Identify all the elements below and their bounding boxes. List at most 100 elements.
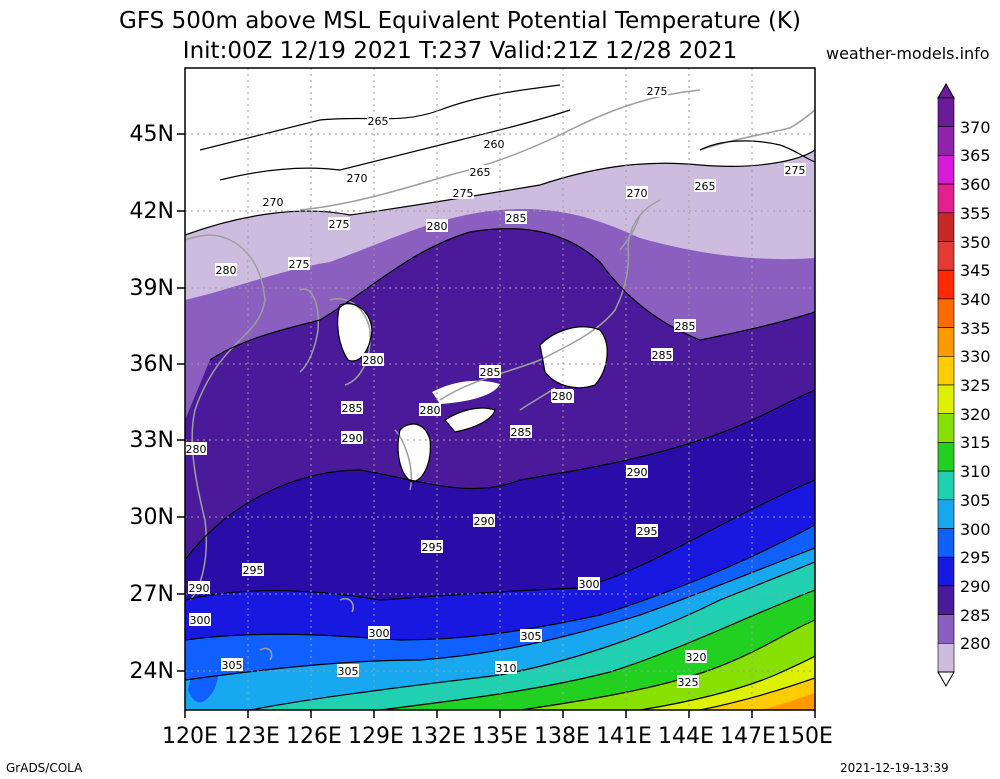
contour-label: 295: [637, 525, 658, 538]
colorbar-label: 315: [960, 433, 991, 453]
contour-label: 295: [422, 541, 443, 554]
contour-label: 280: [420, 404, 441, 417]
contour-label: 265: [695, 180, 716, 193]
lon-label: 132E: [410, 724, 466, 749]
colorbar-swatch: [937, 642, 955, 673]
colorbar-top-arrow: [937, 82, 955, 99]
honshu-light: [432, 380, 500, 404]
contour-label: 285: [506, 212, 527, 225]
colorbar-swatch: [937, 528, 955, 558]
footer-left: GrADS/COLA: [6, 761, 83, 775]
contour-label: 265: [470, 166, 491, 179]
contour-label: 310: [496, 662, 517, 675]
contour-label: 320: [686, 651, 707, 664]
contour-label: 290: [474, 515, 495, 528]
contour-label: 295: [243, 564, 264, 577]
contour-label: 270: [347, 172, 368, 185]
contour-label-bg: [520, 629, 542, 642]
lon-label: 141E: [596, 724, 652, 749]
contour-label: 305: [222, 659, 243, 672]
contour-label-bg: [510, 425, 532, 438]
colorbar-swatch: [937, 155, 955, 185]
contour-label-bg: [479, 365, 501, 378]
colorbar-swatch: [937, 384, 955, 415]
lon-label: 138E: [534, 724, 590, 749]
contour-label: 280: [427, 220, 448, 233]
contour-label: 285: [675, 320, 696, 333]
contour-label-bg: [674, 319, 696, 332]
contour-label-bg: [215, 263, 237, 276]
contour-label-bg: [651, 348, 673, 361]
contour-label: 275: [329, 218, 350, 231]
colorbar-label: 300: [960, 519, 991, 539]
contour-label: 300: [190, 614, 211, 627]
colorbar-label: 340: [960, 289, 991, 309]
colorbar-label: 370: [960, 117, 991, 137]
contour-label: 305: [521, 630, 542, 643]
lon-label: 126E: [286, 724, 342, 749]
contour-label-bg: [341, 431, 363, 444]
colorbar-label: 335: [960, 318, 991, 338]
colorbar-label: 285: [960, 605, 991, 625]
site-credit: weather-models.info: [826, 44, 990, 63]
korea-light: [337, 303, 372, 361]
contour-label: 270: [627, 187, 648, 200]
colorbar-label: 295: [960, 548, 991, 568]
contour-label-bg: [469, 165, 491, 178]
colorbar-swatch: [937, 413, 955, 443]
lat-label: 39N: [129, 276, 174, 301]
title-line-1: GFS 500m above MSL Equivalent Potential …: [119, 8, 801, 34]
colorbar-swatch: [937, 585, 955, 615]
contour-label: 305: [338, 665, 359, 678]
contour-label-bg: [185, 442, 207, 455]
contour-label-bg: [452, 186, 474, 199]
colorbar-swatch: [937, 183, 955, 214]
contour-label: 280: [186, 443, 207, 456]
colorbar-label: 280: [960, 634, 991, 654]
contour-label: 275: [453, 187, 474, 200]
contour-label-bg: [626, 186, 648, 199]
japan-light: [540, 326, 608, 388]
colorbar-swatch: [937, 614, 955, 644]
band-335: [700, 678, 815, 710]
footer-right: 2021-12-19-13:39: [840, 761, 949, 775]
kyushu-light: [398, 424, 431, 482]
contour-label: 275: [785, 164, 806, 177]
colorbar-label: 360: [960, 175, 991, 195]
colorbar-swatch: [937, 556, 955, 587]
contour-label: 300: [369, 627, 390, 640]
contour-label: 290: [627, 466, 648, 479]
contour-label-bg: [337, 664, 359, 677]
contour-label: 260: [484, 138, 505, 151]
colorbar-label: 290: [960, 576, 991, 596]
taiwan-patch: [188, 645, 219, 703]
contour-label-bg: [419, 403, 441, 416]
contour-label: 325: [678, 676, 699, 689]
lat-label: 42N: [129, 199, 174, 224]
lat-label: 30N: [129, 505, 174, 530]
lat-label: 27N: [129, 582, 174, 607]
contour-label-bg: [426, 219, 448, 232]
contour-label: 275: [647, 85, 668, 98]
lon-label: 135E: [472, 724, 528, 749]
lat-label: 36N: [129, 352, 174, 377]
colorbar-label: 325: [960, 376, 991, 395]
contour-label-bg: [328, 217, 350, 230]
coastlines: [185, 89, 815, 661]
contour-label-bg: [626, 465, 648, 478]
contour-label: 270: [263, 196, 284, 209]
contour-label-bg: [551, 389, 573, 402]
contour-label: 280: [552, 390, 573, 403]
colorbar-label: 350: [960, 232, 991, 252]
colorbar-label: 345: [960, 261, 991, 281]
axis-ticks: [177, 133, 816, 718]
contour-label: 285: [342, 402, 363, 415]
contour-label-bg: [483, 137, 505, 150]
lon-label: 150E: [777, 724, 833, 749]
shaded-field: 275 265 260 265 270 275 270 280 275 270 265 280 285 2…: [185, 68, 815, 710]
contour-label-bg: [473, 514, 495, 527]
colorbar-swatch: [937, 269, 955, 300]
contour-label-bg: [495, 661, 517, 674]
lon-label: 144E: [658, 724, 714, 749]
